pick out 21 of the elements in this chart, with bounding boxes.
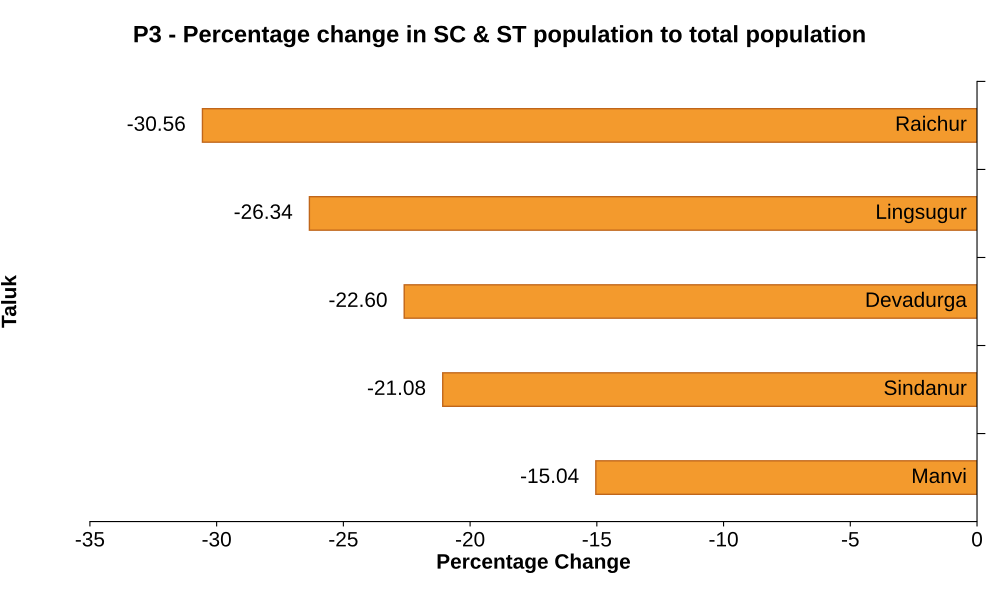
y-tick-label: Devadurga bbox=[866, 292, 967, 312]
x-tick-label: -35 bbox=[76, 532, 104, 547]
x-tick-label: -10 bbox=[709, 532, 738, 547]
x-tick-label: 0 bbox=[972, 532, 982, 547]
y-tick-label: Raichur bbox=[896, 116, 967, 132]
data-label: -22.60 bbox=[329, 292, 387, 308]
x-axis-title: Percentage Change bbox=[438, 554, 630, 574]
data-label: -21.08 bbox=[368, 380, 426, 396]
y-axis-title: Taluk bbox=[1, 275, 16, 328]
chart-title: P3 - Percentage change in SC & ST population to total population bbox=[134, 25, 865, 48]
y-tick-label: Manvi bbox=[913, 468, 966, 484]
x-tick-label: -25 bbox=[329, 532, 358, 547]
y-tick-label: Sindanur bbox=[884, 380, 967, 396]
data-label: -26.34 bbox=[234, 204, 292, 220]
x-tick-label: -15 bbox=[582, 532, 612, 547]
x-tick-label: -30 bbox=[202, 532, 231, 547]
y-tick-label: Lingsugur bbox=[877, 204, 967, 224]
x-tick-label: -20 bbox=[456, 532, 484, 547]
x-tick-label: -5 bbox=[842, 532, 859, 547]
data-label: -15.04 bbox=[521, 468, 579, 484]
data-label: -30.56 bbox=[128, 116, 185, 132]
